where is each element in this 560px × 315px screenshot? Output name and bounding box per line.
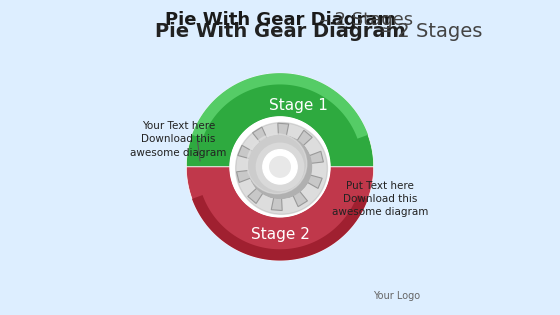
Text: – 2 Stages: – 2 Stages: [314, 11, 413, 29]
Text: awesome diagram: awesome diagram: [130, 147, 227, 158]
Polygon shape: [192, 195, 368, 261]
Polygon shape: [192, 73, 368, 139]
Circle shape: [270, 157, 290, 177]
Text: Your Text here: Your Text here: [142, 121, 215, 131]
Circle shape: [249, 135, 311, 198]
Polygon shape: [186, 167, 374, 261]
Circle shape: [247, 134, 307, 194]
Circle shape: [230, 117, 330, 217]
Circle shape: [256, 143, 304, 191]
Circle shape: [263, 150, 297, 184]
Text: Stage 1: Stage 1: [269, 99, 328, 113]
Polygon shape: [186, 73, 374, 167]
Text: Download this: Download this: [343, 194, 417, 204]
Text: awesome diagram: awesome diagram: [332, 207, 428, 217]
Circle shape: [236, 123, 328, 214]
Circle shape: [254, 141, 306, 193]
Text: Pie With Gear Diagram: Pie With Gear Diagram: [155, 22, 405, 41]
Circle shape: [263, 150, 297, 184]
Text: Put Text here: Put Text here: [346, 180, 414, 191]
Text: – 2 Stages: – 2 Stages: [375, 22, 483, 41]
Text: Download this: Download this: [141, 135, 216, 144]
Text: Pie With Gear Diagram: Pie With Gear Diagram: [165, 11, 396, 29]
Text: Stage 2: Stage 2: [250, 227, 310, 242]
Polygon shape: [236, 123, 324, 210]
Text: Your Logo: Your Logo: [374, 291, 421, 301]
Circle shape: [266, 153, 294, 181]
